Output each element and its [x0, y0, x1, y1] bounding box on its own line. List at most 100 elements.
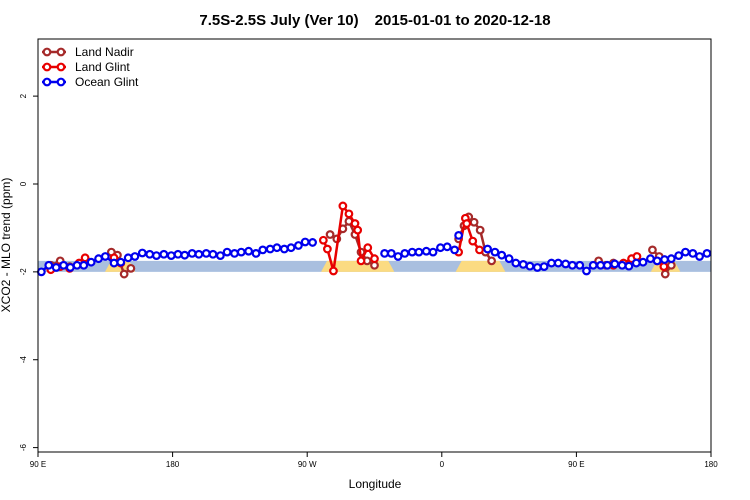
data-point [553, 258, 563, 268]
data-point [325, 230, 335, 239]
data-point [428, 247, 438, 257]
data-point [497, 250, 507, 260]
data-point [308, 238, 317, 247]
data-point [294, 241, 303, 250]
data-point [272, 243, 282, 253]
y-tick-label: -6 [19, 444, 28, 452]
data-point [469, 217, 479, 227]
data-point [318, 235, 328, 245]
data-point [173, 249, 183, 259]
data-point [59, 260, 68, 270]
data-point [145, 249, 155, 259]
data-point [265, 244, 275, 254]
data-point [468, 236, 478, 246]
data-point [137, 248, 147, 258]
data-point [648, 245, 657, 255]
legend-entry-land-glint: Land Glint [42, 60, 130, 74]
data-point [222, 247, 232, 257]
data-point [532, 263, 542, 272]
data-point [251, 249, 261, 258]
legend-label: Land Nadir [75, 45, 134, 59]
x-axis-label: Longitude [349, 477, 402, 491]
legend-marker [56, 47, 66, 57]
data-point [442, 242, 452, 252]
data-point [393, 252, 403, 261]
data-point [353, 225, 363, 235]
chart-title: 7.5S-2.5S July (Ver 10) 2015-01-01 to 202… [199, 12, 550, 29]
chart-title-part2: 2015-01-01 to 2020-12-18 [375, 12, 551, 29]
data-point [646, 254, 655, 264]
data-point [166, 251, 176, 261]
chart-title-part1: 7.5S-2.5S July (Ver 10) [199, 12, 358, 29]
data-point [159, 249, 169, 259]
data-point [130, 252, 140, 261]
legend-label: Ocean Glint [75, 75, 139, 89]
data-point [666, 254, 676, 264]
data-point [617, 260, 627, 270]
y-tick-label: -4 [19, 356, 28, 364]
legend-marker [42, 47, 52, 57]
x-axis: 90 E 180 90 W 0 90 E 180 [30, 452, 718, 469]
data-point [462, 219, 472, 228]
data-point [624, 261, 634, 271]
data-point [511, 258, 521, 268]
legend-label: Land Glint [75, 60, 130, 74]
data-point [208, 249, 218, 259]
data-point [475, 245, 484, 255]
data-point [230, 249, 239, 258]
data-point [547, 258, 556, 268]
series-layer [36, 201, 712, 279]
legend-marker [42, 77, 52, 87]
data-point [525, 261, 535, 271]
data-point [575, 260, 585, 270]
y-tick-label: 0 [19, 181, 28, 186]
plot-frame [37, 38, 712, 453]
data-point [588, 260, 598, 270]
data-point [36, 267, 46, 277]
data-point [194, 249, 204, 259]
data-point [322, 244, 332, 254]
data-point [79, 260, 89, 270]
data-point [116, 257, 126, 267]
data-point [652, 256, 662, 266]
data-point [279, 244, 289, 254]
data-point [72, 260, 82, 270]
data-point [380, 249, 389, 258]
legend-marker [42, 62, 52, 72]
data-point [329, 266, 338, 276]
data-point [65, 263, 75, 272]
data-point [236, 247, 246, 257]
data-point [187, 249, 197, 258]
data-point [582, 266, 591, 276]
data-point [539, 262, 549, 271]
data-point [370, 254, 379, 264]
data-point [660, 255, 669, 264]
data-point [94, 254, 103, 264]
data-point [567, 260, 577, 270]
data-point [561, 259, 571, 269]
data-point [504, 254, 514, 264]
data-point [215, 251, 225, 261]
data-point [244, 246, 254, 256]
data-point [518, 259, 528, 269]
x-tick-label: 180 [166, 460, 180, 469]
data-point [407, 247, 417, 257]
data-point [483, 244, 492, 254]
data-point [180, 250, 190, 260]
data-point [356, 256, 366, 266]
data-point [631, 258, 641, 268]
data-point [414, 247, 424, 257]
y-tick-label: 2 [19, 93, 28, 98]
data-point [659, 262, 669, 271]
data-point [44, 260, 54, 270]
data-point [475, 225, 485, 235]
data-point [100, 252, 110, 261]
data-point [610, 259, 620, 269]
data-point [109, 258, 119, 268]
data-point [126, 263, 136, 273]
data-point [487, 256, 497, 266]
data-point [638, 257, 648, 267]
data-point [660, 269, 670, 279]
land-band-segment [455, 260, 506, 272]
